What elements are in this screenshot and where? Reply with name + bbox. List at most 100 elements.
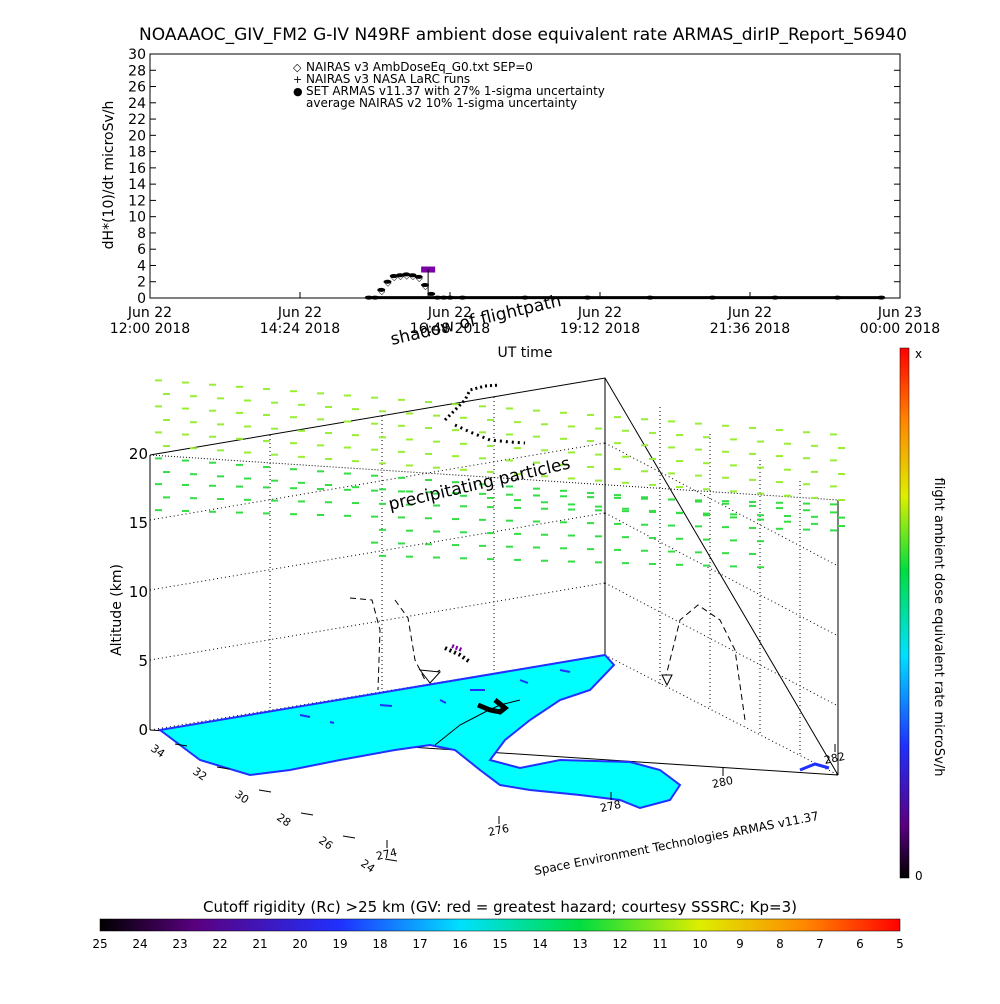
rigidity-tick-label: 16 bbox=[452, 937, 467, 951]
longitude-tick-label: 278 bbox=[599, 798, 622, 815]
rigidity-tick-label: 12 bbox=[612, 937, 627, 951]
coast-details bbox=[299, 669, 571, 724]
top-x-tick-label-time: 14:24 2018 bbox=[260, 321, 340, 337]
armas-point bbox=[421, 282, 429, 287]
armas-point bbox=[377, 287, 386, 292]
latitude-tick bbox=[384, 858, 398, 862]
rigidity-tick-label: 22 bbox=[212, 937, 227, 951]
armas-point bbox=[833, 295, 842, 300]
legend-entry: average NAIRAS v2 10% 1-sigma uncertaint… bbox=[306, 96, 577, 110]
rigidity-tick-label: 19 bbox=[332, 937, 347, 951]
top-y-tick-label: 22 bbox=[128, 112, 146, 128]
armas-point bbox=[877, 295, 886, 300]
top-legend: ◇ NAIRAS v3 AmbDoseEq_G0.txt SEP=0 + NAIRAS… bbox=[293, 60, 605, 110]
top-y-tick-label: 0 bbox=[137, 291, 146, 307]
nairas-v3-point: ◇ bbox=[422, 282, 429, 292]
rigidity-colorbar: Cutoff rigidity (Rc) >25 km (GV: red = g… bbox=[92, 898, 903, 951]
flightpath-dashed-left bbox=[349, 597, 381, 691]
rigidity-tick-label: 7 bbox=[816, 937, 824, 951]
longitude-ticks: 274 276 278 280 282 bbox=[375, 744, 846, 863]
latitude-tick-label: 26 bbox=[316, 834, 335, 853]
rigidity-colorbar-title: Cutoff rigidity (Rc) >25 km (GV: red = g… bbox=[203, 898, 797, 916]
altitude-ticks: 0 5 10 15 20 bbox=[129, 445, 148, 739]
top-x-tick-label-date: Jun 22 bbox=[577, 305, 622, 321]
flightpath bbox=[349, 383, 746, 721]
rigidity-tick-label: 18 bbox=[372, 937, 387, 951]
latitude-tick bbox=[342, 835, 356, 839]
top-y-tick-label: 10 bbox=[128, 210, 146, 226]
nairas-v3-point: ◇ bbox=[391, 273, 398, 283]
flightpath-dots-low bbox=[444, 646, 472, 664]
flightpath-purple bbox=[451, 644, 463, 652]
top-x-tick-label-time: 12:00 2018 bbox=[110, 321, 190, 337]
rigidity-colorbar-gradient bbox=[99, 918, 901, 932]
flightpath-dots-high bbox=[443, 383, 501, 422]
armas-point bbox=[414, 274, 423, 279]
rigidity-tick-label: 6 bbox=[856, 937, 864, 951]
latitude-tick-label: 24 bbox=[358, 857, 377, 876]
chart-title: NOAAAOC_GIV_FM2 G-IV N49RF ambient dose … bbox=[139, 25, 907, 45]
top-x-tick-label-date: Jun 22 bbox=[127, 305, 172, 321]
longitude-tick-label: 274 bbox=[375, 846, 398, 863]
top-y-tick-label: 20 bbox=[128, 128, 146, 144]
top-x-tick-label-date: Jun 22 bbox=[277, 305, 322, 321]
top-data-points: ◇◇◇ ◇ ◇ ◇ ◇◇ bbox=[364, 266, 886, 300]
armas-point bbox=[521, 295, 529, 300]
top-y-tick-label: 12 bbox=[128, 193, 146, 209]
altitude-axis-label: Altitude (km) bbox=[109, 564, 125, 656]
flightpath-dashed-right bbox=[664, 604, 746, 721]
rigidity-tick-label: 13 bbox=[572, 937, 587, 951]
credit-label: Space Environment Technologies ARMAS v11… bbox=[533, 809, 820, 878]
longitude-tick-label: 282 bbox=[823, 750, 846, 767]
top-x-axis-label: UT time bbox=[498, 345, 553, 361]
ground-land bbox=[157, 653, 682, 810]
rigidity-tick-label: 23 bbox=[172, 937, 187, 951]
latitude-tick bbox=[258, 789, 272, 793]
altitude-tick-label: 0 bbox=[138, 721, 148, 739]
top-x-tick-label-date: Jun 22 bbox=[427, 305, 472, 321]
legend-symbol: ● bbox=[293, 85, 303, 98]
top-y-tick-label: 4 bbox=[137, 258, 146, 274]
armas-point bbox=[427, 291, 436, 296]
precipitating-particles-markers bbox=[155, 379, 845, 569]
dose-colorbar-bottom: 0 bbox=[915, 869, 923, 883]
latitude-tick bbox=[174, 743, 188, 747]
altitude-tick-label: 20 bbox=[129, 445, 148, 463]
top-x-tick-label-time: 19:12 2018 bbox=[560, 321, 640, 337]
rigidity-tick-label: 15 bbox=[492, 937, 507, 951]
longitude-tick-label: 276 bbox=[487, 822, 510, 839]
top-x-tick-label-date: Jun 22 bbox=[727, 305, 772, 321]
armas-point bbox=[396, 273, 404, 278]
top-x-tick-label-time: 00:00 2018 bbox=[860, 321, 940, 337]
top-y-tick-label: 18 bbox=[128, 145, 146, 161]
legend-symbol: + bbox=[293, 73, 302, 86]
top-y-tick-label: 2 bbox=[137, 275, 146, 291]
flightpath-3d-panel: shadow of flightpath precipitating parti… bbox=[109, 291, 846, 878]
armas-point bbox=[371, 295, 379, 300]
top-x-tick-label-time: 16:48 2018 bbox=[410, 321, 490, 337]
legend-entry: NAIRAS v3 AmbDoseEq_G0.txt SEP=0 bbox=[306, 60, 533, 74]
shadow-ground-track bbox=[434, 699, 521, 746]
longitude-tick-label: 280 bbox=[711, 774, 734, 791]
altitude-tick-label: 10 bbox=[129, 583, 148, 601]
legend-entry: SET ARMAS v11.37 with 27% 1-sigma uncert… bbox=[306, 84, 605, 98]
altitude-tick-label: 15 bbox=[129, 514, 148, 532]
armas-point bbox=[433, 295, 442, 300]
nairas-v3-point: ◇ bbox=[385, 279, 392, 289]
top-y-tick-label: 14 bbox=[128, 177, 146, 193]
armas-point bbox=[771, 295, 779, 300]
nairas-v3-point: ◇ bbox=[378, 287, 385, 297]
armas-point bbox=[439, 295, 448, 300]
armas-point bbox=[364, 295, 373, 300]
rigidity-tick-label: 10 bbox=[692, 937, 707, 951]
florida-keys bbox=[799, 762, 830, 772]
armas-point bbox=[583, 295, 592, 300]
dose-colorbar-label: flight ambient dose equivalent rate micr… bbox=[931, 478, 946, 777]
latitude-tick-label: 30 bbox=[232, 788, 251, 807]
rigidity-tick-label: 5 bbox=[896, 937, 904, 951]
dose-colorbar-top: x bbox=[915, 347, 922, 361]
